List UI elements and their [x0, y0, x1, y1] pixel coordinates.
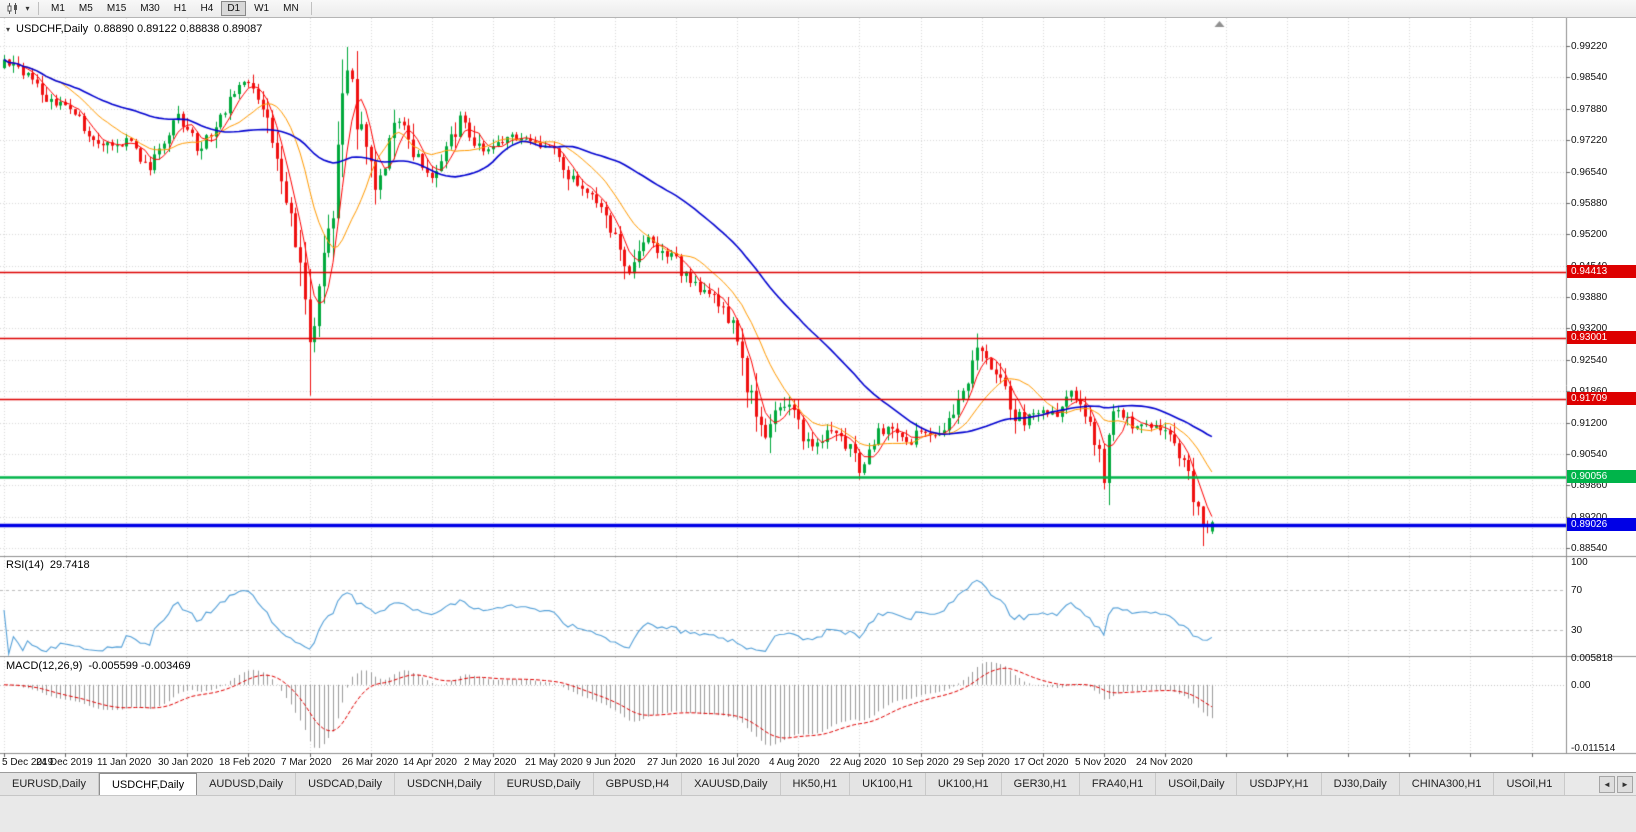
- date-axis-label: 21 May 2020: [525, 757, 583, 768]
- chart-tabs: EURUSD,Daily USDCHF,Daily AUDUSD,Daily USDC…: [0, 773, 1636, 796]
- date-axis-label: 14 Apr 2020: [403, 757, 457, 768]
- chart-toolbar: ▾ M1 M5 M15 M30 H1 H4 D1 W1 MN: [0, 0, 1636, 18]
- chart-tab-usoil-daily[interactable]: USOil,Daily: [1156, 773, 1238, 795]
- price-line-label: 0.93001: [1567, 331, 1636, 344]
- chart-tab-usdjpy-h1[interactable]: USDJPY,H1: [1237, 773, 1322, 795]
- date-axis-label: 30 Jan 2020: [158, 757, 214, 768]
- chart-tab-usdcad-daily[interactable]: USDCAD,Daily: [296, 773, 396, 795]
- chart-tab-usdchf-daily[interactable]: USDCHF,Daily: [98, 773, 198, 795]
- date-axis-label: 2 May 2020: [464, 757, 517, 768]
- price-axis-tick: 0.89860: [1571, 480, 1608, 491]
- chart-tab-eurusd-daily[interactable]: EURUSD,Daily: [0, 773, 99, 795]
- chart-tab-eurusd-daily[interactable]: EURUSD,Daily: [494, 773, 594, 795]
- symbol-menu-icon[interactable]: ▾: [6, 24, 11, 34]
- date-axis-label: 24 Dec 2019: [36, 757, 93, 768]
- date-axis-label: 5 Nov 2020: [1075, 757, 1127, 768]
- timeframe-button-w1[interactable]: W1: [254, 3, 270, 14]
- date-axis-label: 18 Feb 2020: [219, 757, 276, 768]
- rsi-indicator-label: RSI(14) 29.7418: [6, 559, 90, 571]
- chart-symbol-label: USDCHF,Daily: [16, 23, 89, 35]
- price-chart-canvas[interactable]: [0, 18, 1636, 772]
- macd-axis-label: 0.00: [1571, 680, 1591, 691]
- chart-tab-uk100-h1[interactable]: UK100,H1: [925, 773, 1002, 795]
- price-axis-tick: 0.95880: [1571, 198, 1608, 209]
- tab-scroll-right-button[interactable]: ►: [1617, 776, 1633, 793]
- price-axis-tick: 0.96540: [1571, 167, 1608, 178]
- chart-tab-dj30-daily[interactable]: DJ30,Daily: [1321, 773, 1400, 795]
- toolbar-separator: [38, 2, 39, 15]
- date-axis-label: 24 Nov 2020: [1136, 757, 1193, 768]
- timeframe-button-m5[interactable]: M5: [78, 3, 93, 14]
- price-axis-tick: 0.88540: [1571, 543, 1608, 554]
- price-line-label: 0.91709: [1567, 392, 1636, 405]
- macd-axis-label: 0.005818: [1571, 653, 1613, 664]
- chart-tab-audusd-daily[interactable]: AUDUSD,Daily: [197, 773, 297, 795]
- chart-ohlc-values: 0.88890 0.89122 0.88838 0.89087: [94, 23, 263, 35]
- chart-type-dropdown-icon[interactable]: ▾: [25, 4, 30, 13]
- timeframe-button-h1[interactable]: H1: [173, 3, 187, 14]
- price-axis-tick: 0.98540: [1571, 72, 1608, 83]
- rsi-axis-label: 70: [1571, 585, 1583, 596]
- chart-tab-uk100-h1[interactable]: UK100,H1: [850, 773, 926, 795]
- price-line-label: 0.90056: [1567, 470, 1636, 483]
- price-axis-tick: 0.92540: [1571, 355, 1608, 366]
- price-axis-tick: 0.93200: [1571, 323, 1608, 334]
- chart-type-icon[interactable]: [4, 1, 22, 16]
- rsi-axis-label: 100: [1571, 557, 1588, 568]
- price-axis-tick: 0.95200: [1571, 229, 1608, 240]
- tab-scroll-arrows: ◄ ►: [1599, 776, 1633, 793]
- date-axis-label: 10 Sep 2020: [892, 757, 949, 768]
- date-axis-label: 4 Aug 2020: [769, 757, 820, 768]
- price-axis-tick: 0.93880: [1571, 292, 1608, 303]
- chart-tab-bar: EURUSD,Daily USDCHF,Daily AUDUSD,Daily USDC…: [0, 772, 1636, 832]
- date-axis-label: 5 Dec 2019: [2, 757, 54, 768]
- price-axis-tick: 0.91200: [1571, 418, 1608, 429]
- chart-tab-fra40-h1[interactable]: FRA40,H1: [1079, 773, 1157, 795]
- price-line-label: 0.89026: [1567, 518, 1636, 531]
- date-axis-label: 17 Oct 2020: [1014, 757, 1069, 768]
- chart-area[interactable]: ▾ USDCHF,Daily 0.88890 0.89122 0.88838 0…: [0, 18, 1636, 772]
- timeframe-button-m30[interactable]: M30: [140, 3, 160, 14]
- rsi-name: RSI(14): [6, 559, 44, 571]
- chart-title: ▾ USDCHF,Daily 0.88890 0.89122 0.88838 0…: [6, 23, 262, 35]
- price-axis-tick: 0.91860: [1571, 386, 1607, 397]
- date-axis-label: 11 Jan 2020: [97, 757, 152, 768]
- date-axis-label: 26 Mar 2020: [342, 757, 399, 768]
- timeframe-button-d1[interactable]: D1: [221, 1, 247, 16]
- price-axis-tick: 0.89200: [1571, 512, 1607, 523]
- chart-tab-usoil-h1[interactable]: USOil,H1: [1494, 773, 1566, 795]
- price-axis-tick: 0.97880: [1571, 104, 1608, 115]
- price-line-label: 0.94413: [1567, 265, 1636, 278]
- timeframe-button-m1[interactable]: M1: [51, 3, 65, 14]
- date-axis-label: 27 Jun 2020: [647, 757, 703, 768]
- chart-tab-usdcnh-daily[interactable]: USDCNH,Daily: [395, 773, 495, 795]
- chart-tab-china300-h1[interactable]: CHINA300,H1: [1399, 773, 1495, 795]
- chart-tab-ger30-h1[interactable]: GER30,H1: [1001, 773, 1080, 795]
- price-axis-tick: 0.99220: [1571, 41, 1608, 52]
- timeframe-button-group: M1 M5 M15 M30 H1 H4 D1 W1 MN: [44, 1, 306, 16]
- chart-tab-xauusd-daily[interactable]: XAUUSD,Daily: [682, 773, 781, 795]
- macd-axis-label: -0.011514: [1571, 743, 1616, 754]
- date-axis-label: 22 Aug 2020: [830, 757, 887, 768]
- timeframe-button-mn[interactable]: MN: [283, 3, 299, 14]
- timeframe-button-h4[interactable]: H4: [200, 3, 214, 14]
- date-axis-label: 9 Jun 2020: [586, 757, 636, 768]
- chart-tab-hk50-h1[interactable]: HK50,H1: [780, 773, 851, 795]
- macd-indicator-label: MACD(12,26,9) -0.005599 -0.003469: [6, 660, 191, 672]
- macd-name: MACD(12,26,9): [6, 660, 83, 672]
- rsi-axis-label: 30: [1571, 625, 1583, 636]
- rsi-value: 29.7418: [49, 559, 90, 571]
- date-axis-label: 7 Mar 2020: [281, 757, 332, 768]
- toolbar-separator: [310, 2, 312, 15]
- date-axis-label: 16 Jul 2020: [708, 757, 760, 768]
- timeframe-button-m15[interactable]: M15: [106, 3, 127, 14]
- date-axis-label: 29 Sep 2020: [953, 757, 1010, 768]
- price-axis-tick: 0.90540: [1571, 449, 1608, 460]
- chart-tab-gbpusd-h4[interactable]: GBPUSD,H4: [593, 773, 683, 795]
- macd-values: -0.005599 -0.003469: [88, 660, 191, 672]
- price-axis-tick: 0.97220: [1571, 135, 1608, 146]
- tab-scroll-left-button[interactable]: ◄: [1599, 776, 1615, 793]
